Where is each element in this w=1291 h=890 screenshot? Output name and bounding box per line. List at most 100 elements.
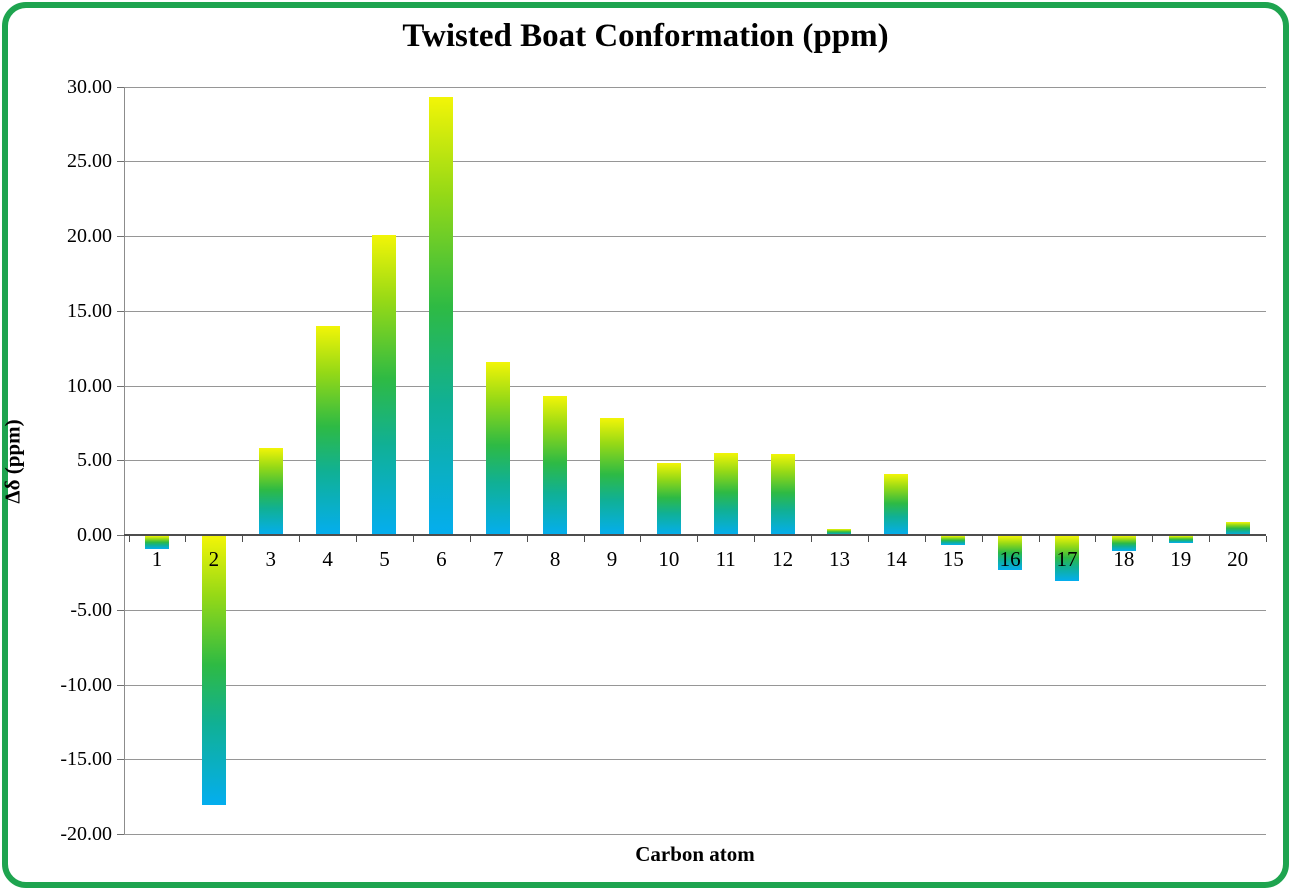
- bar-1: [144, 536, 169, 550]
- x-axis-tick: [640, 536, 642, 542]
- y-tick-label: 25.00: [67, 150, 112, 173]
- x-axis-tick: [867, 536, 869, 542]
- gridline: [124, 86, 1266, 88]
- y-tick-label: 0.00: [77, 524, 112, 546]
- x-category-label: 6: [436, 547, 447, 571]
- x-category-label: 4: [322, 547, 333, 571]
- gridline: [124, 161, 1266, 163]
- y-axis-tick: [117, 310, 124, 312]
- y-axis-tick: [117, 460, 124, 462]
- bar-7: [486, 361, 511, 535]
- bar-16: [998, 536, 1023, 571]
- y-axis-line: [124, 86, 125, 834]
- bar-15: [941, 536, 966, 545]
- bar-18: [1111, 536, 1136, 551]
- gridline: [124, 310, 1266, 312]
- gridline: [124, 460, 1266, 462]
- x-category-label: 13: [828, 547, 850, 571]
- x-category-label: 11: [715, 547, 736, 571]
- bar-10: [656, 463, 681, 535]
- x-axis-tick: [469, 536, 471, 542]
- y-tick-label: 10.00: [67, 374, 112, 397]
- y-tick-label: -10.00: [60, 673, 112, 696]
- x-category-label: 8: [549, 547, 561, 571]
- bar-11: [713, 452, 738, 535]
- gridline: [124, 684, 1266, 686]
- x-category-label: 5: [379, 547, 390, 571]
- x-category-label: 9: [606, 547, 618, 571]
- y-axis-tick: [117, 161, 124, 163]
- x-axis-tick: [1209, 536, 1211, 542]
- x-axis-tick: [128, 536, 130, 542]
- bar-20: [1225, 521, 1250, 535]
- bar-13: [827, 529, 852, 535]
- bar-8: [543, 395, 568, 535]
- y-tick-label: -5.00: [70, 598, 112, 621]
- bar-6: [429, 96, 454, 535]
- bar-4: [315, 325, 340, 535]
- x-category-label: 15: [942, 547, 964, 571]
- y-axis-tick: [117, 385, 124, 387]
- x-axis-tick: [412, 536, 414, 542]
- bar-2: [201, 536, 226, 806]
- y-tick-label: -15.00: [60, 748, 112, 771]
- x-category-label: 18: [1113, 547, 1135, 571]
- x-category-label: 12: [772, 547, 794, 571]
- x-category-label: 19: [1170, 547, 1192, 571]
- gridline: [124, 236, 1266, 237]
- x-axis-tick: [299, 536, 301, 542]
- x-axis-line: [124, 534, 1266, 536]
- x-axis-tick: [754, 536, 756, 542]
- x-axis-tick: [583, 536, 585, 542]
- x-axis-tick: [1266, 536, 1267, 542]
- bar-9: [599, 418, 624, 535]
- y-axis-tick: [117, 759, 124, 761]
- x-category-label: 14: [885, 547, 907, 571]
- y-axis-tick: [117, 535, 124, 536]
- x-category-label: 20: [1227, 547, 1249, 571]
- x-axis-tick: [1152, 536, 1154, 542]
- bar-14: [884, 473, 909, 535]
- gridline: [124, 834, 1266, 835]
- y-tick-label: 15.00: [67, 299, 112, 322]
- y-tick-label: -20.00: [60, 823, 112, 845]
- gridline: [124, 759, 1266, 761]
- y-tick-label: 20.00: [67, 225, 112, 247]
- x-axis-tick: [981, 536, 983, 542]
- x-category-label: 17: [1056, 547, 1078, 571]
- x-axis-tick: [811, 536, 812, 542]
- y-tick-label: 5.00: [77, 449, 112, 472]
- x-axis-tick: [185, 536, 187, 542]
- bar-12: [770, 454, 795, 535]
- x-axis-tick: [526, 536, 528, 542]
- x-category-label: 3: [265, 547, 276, 571]
- x-axis-tick: [1095, 536, 1097, 542]
- x-axis-title: Carbon atom: [635, 842, 755, 866]
- y-axis-tick: [117, 86, 124, 88]
- y-axis-tick: [117, 236, 124, 237]
- y-axis-title: Δδ (ppm): [0, 419, 25, 504]
- bar-3: [258, 448, 283, 535]
- x-axis-tick: [924, 536, 926, 542]
- chart-title: Twisted Boat Conformation (ppm): [402, 18, 889, 54]
- gridline: [124, 385, 1266, 387]
- x-category-label: 16: [999, 547, 1021, 571]
- y-axis-tick: [117, 609, 124, 611]
- y-axis-tick: [117, 834, 124, 835]
- x-axis-tick: [242, 536, 244, 542]
- x-category-label: 1: [151, 547, 163, 571]
- bar-5: [372, 234, 397, 535]
- x-category-label: 10: [658, 547, 680, 571]
- x-category-label: 7: [492, 547, 504, 571]
- gridline: [124, 609, 1266, 611]
- x-category-label: 2: [208, 547, 220, 571]
- y-axis-tick: [117, 684, 124, 686]
- bar-19: [1168, 536, 1193, 544]
- y-tick-label: 30.00: [67, 75, 112, 98]
- bar-17: [1054, 536, 1079, 581]
- x-axis-tick: [1038, 536, 1040, 542]
- x-axis-tick: [697, 536, 699, 542]
- x-axis-tick: [356, 536, 357, 542]
